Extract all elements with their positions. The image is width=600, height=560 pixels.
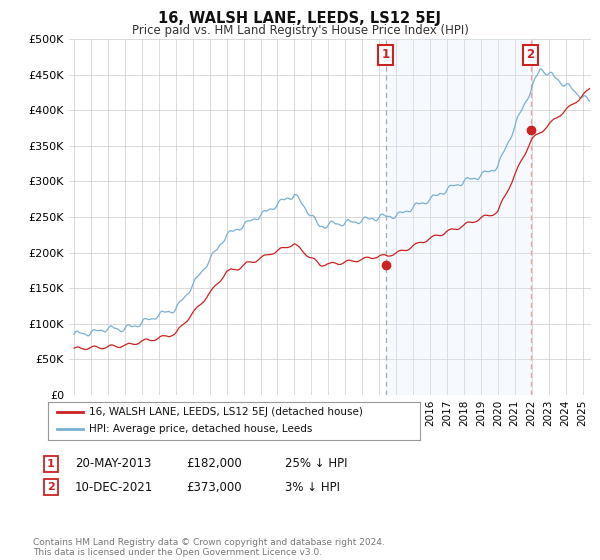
Text: 16, WALSH LANE, LEEDS, LS12 5EJ (detached house): 16, WALSH LANE, LEEDS, LS12 5EJ (detache… — [89, 407, 363, 417]
Text: 25% ↓ HPI: 25% ↓ HPI — [285, 457, 347, 470]
Bar — [386, 39, 530, 395]
Text: 3% ↓ HPI: 3% ↓ HPI — [285, 480, 340, 494]
Text: Contains HM Land Registry data © Crown copyright and database right 2024.
This d: Contains HM Land Registry data © Crown c… — [33, 538, 385, 557]
Text: 1: 1 — [47, 459, 55, 469]
Text: Price paid vs. HM Land Registry's House Price Index (HPI): Price paid vs. HM Land Registry's House … — [131, 24, 469, 36]
Text: 20-MAY-2013: 20-MAY-2013 — [75, 457, 151, 470]
Text: £373,000: £373,000 — [186, 480, 242, 494]
Text: HPI: Average price, detached house, Leeds: HPI: Average price, detached house, Leed… — [89, 424, 312, 435]
Text: 1: 1 — [382, 48, 389, 61]
Text: 10-DEC-2021: 10-DEC-2021 — [75, 480, 153, 494]
Text: 16, WALSH LANE, LEEDS, LS12 5EJ: 16, WALSH LANE, LEEDS, LS12 5EJ — [158, 11, 442, 26]
Text: 2: 2 — [527, 48, 535, 61]
Text: £182,000: £182,000 — [186, 457, 242, 470]
Text: 2: 2 — [47, 482, 55, 492]
